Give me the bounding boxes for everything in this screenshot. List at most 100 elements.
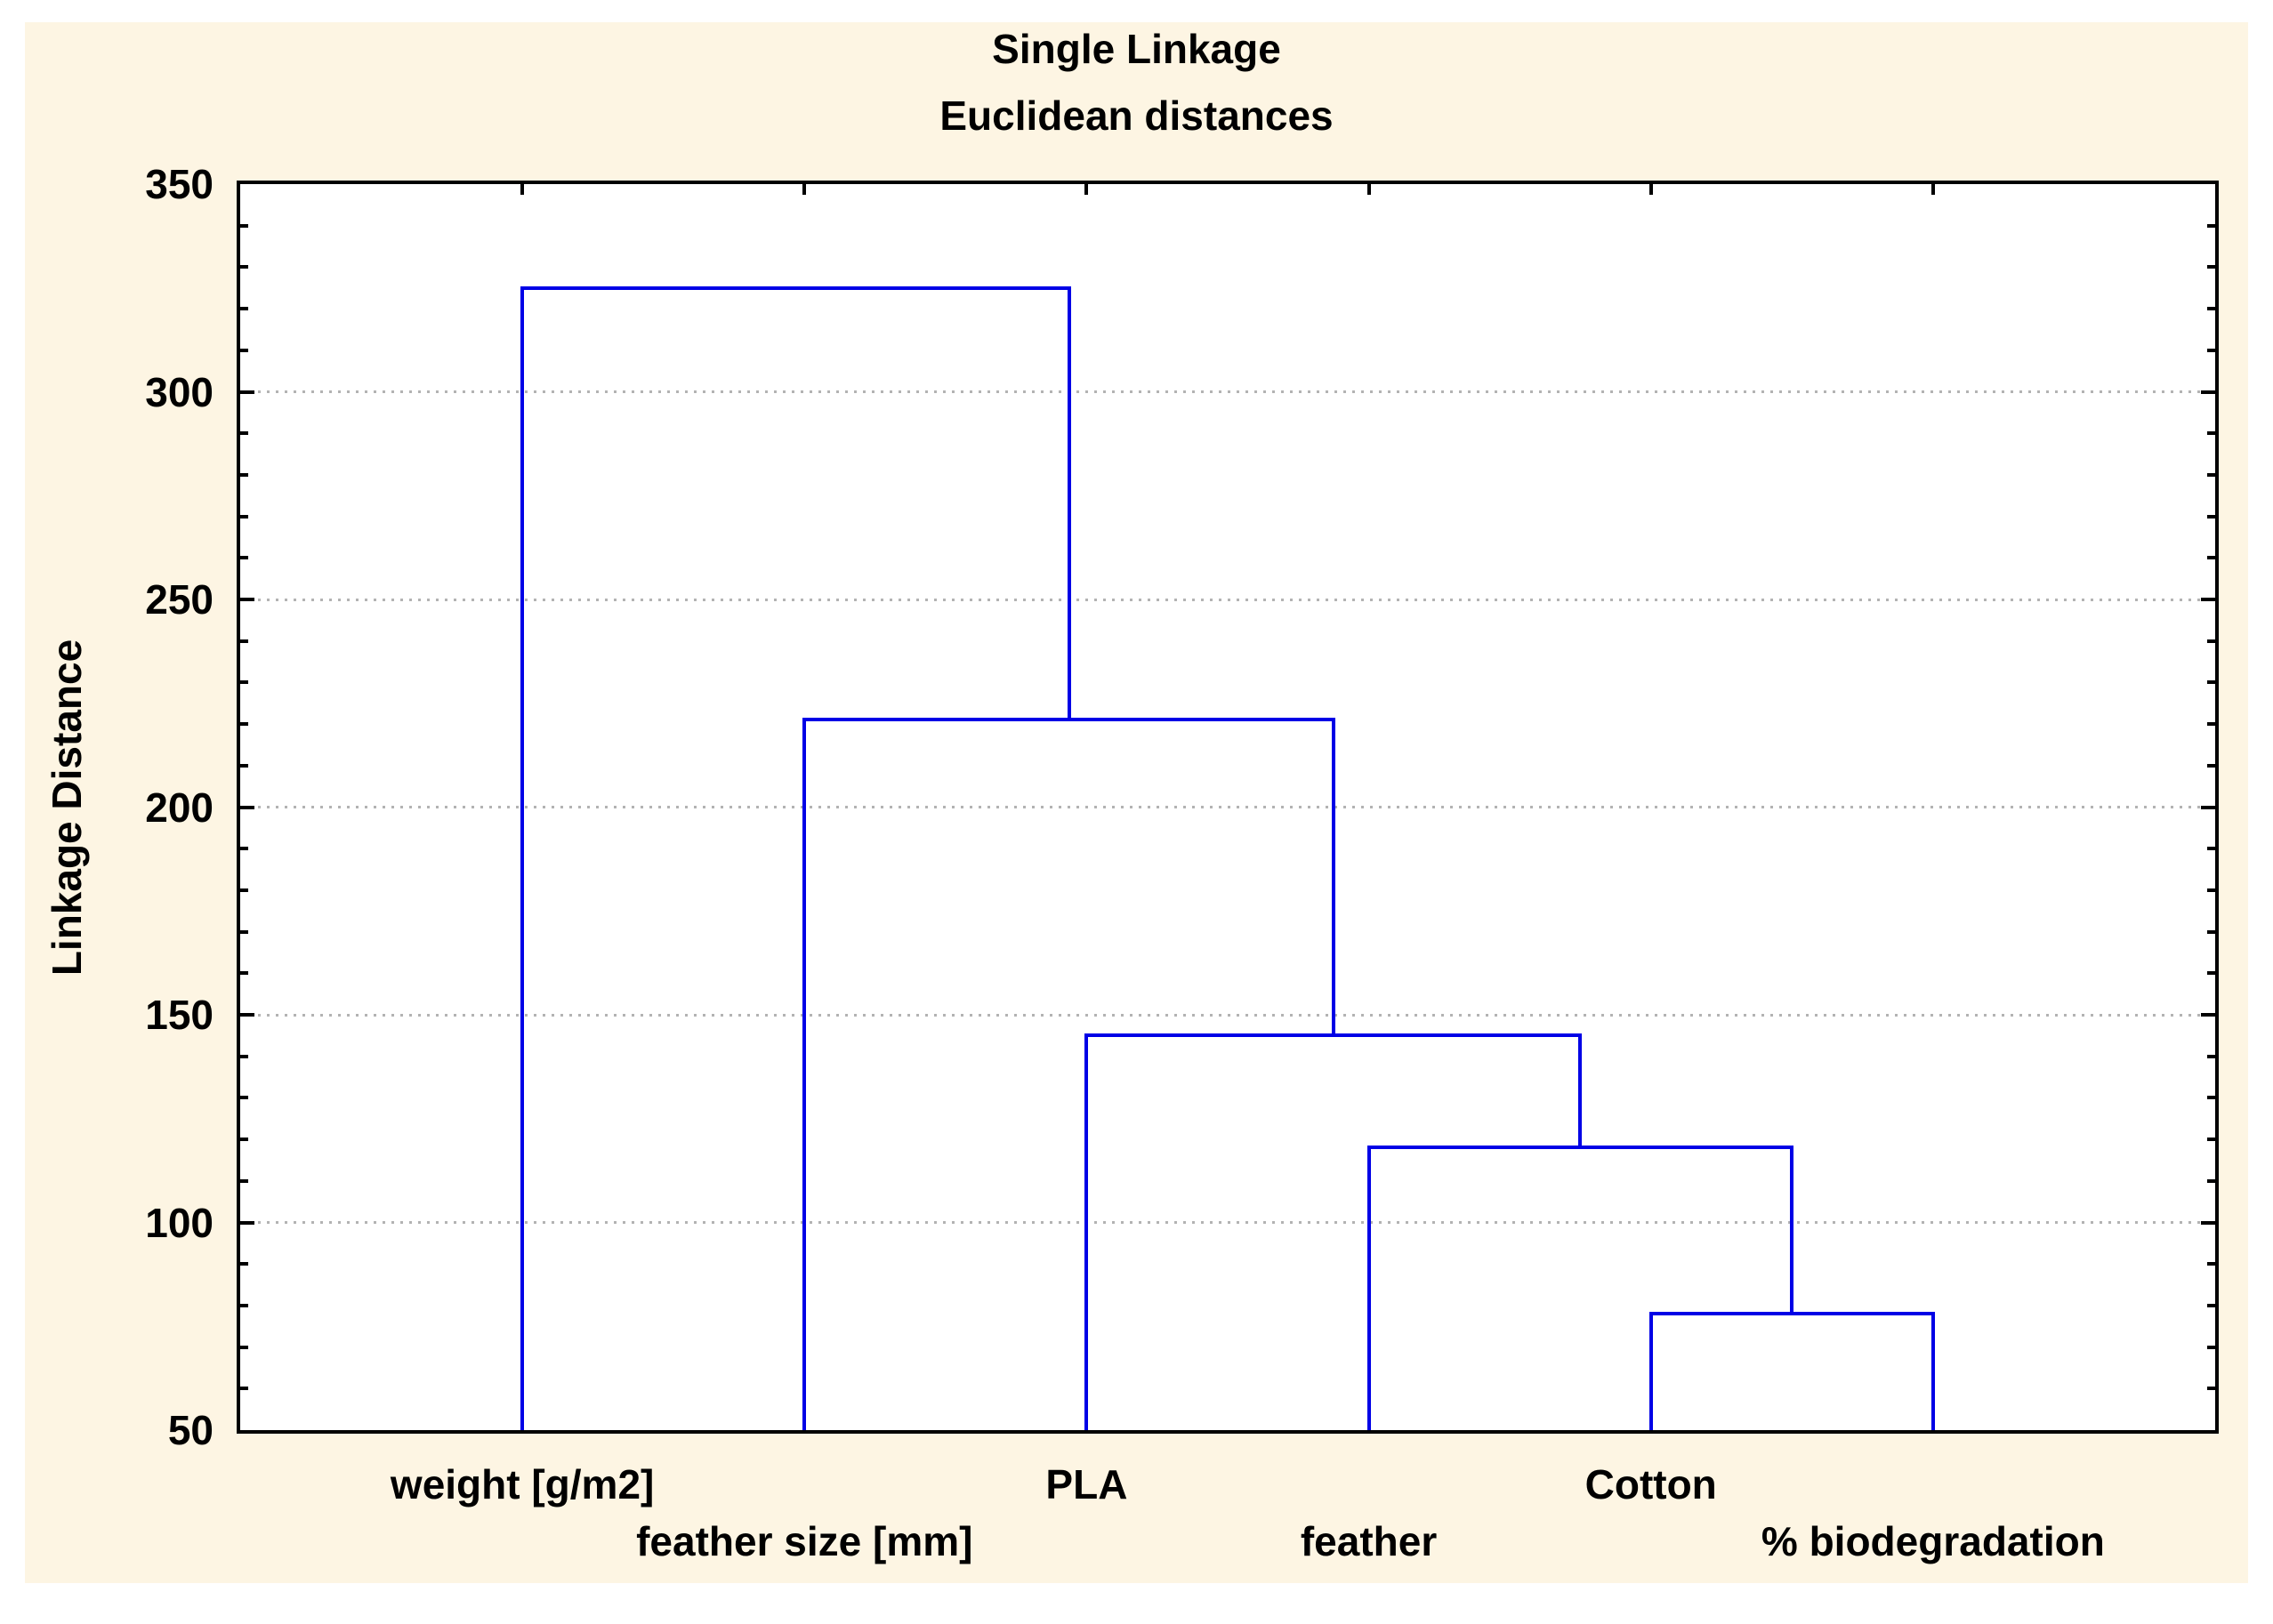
dendrogram-segment xyxy=(1648,1314,1653,1430)
y-tick-left xyxy=(240,472,248,477)
y-tick-right xyxy=(2207,763,2215,768)
y-tick-left xyxy=(240,929,248,934)
y-gridline xyxy=(240,598,2215,601)
x-tick-top xyxy=(1366,184,1371,195)
y-tick-label: 250 xyxy=(145,576,214,623)
y-tick-left xyxy=(240,1138,248,1142)
y-tick-label: 100 xyxy=(145,1199,214,1246)
dendrogram-segment xyxy=(1366,1147,1371,1430)
y-tick-right xyxy=(2207,722,2215,727)
y-tick-right xyxy=(2207,847,2215,851)
y-tick-left xyxy=(240,722,248,727)
y-tick-left xyxy=(240,847,248,851)
x-tick-top xyxy=(1084,184,1089,195)
y-tick-right xyxy=(2201,805,2215,809)
y-tick-right xyxy=(2207,472,2215,477)
dendrogram-segment xyxy=(1331,720,1335,1036)
y-tick-right xyxy=(2201,598,2215,601)
dendrogram-segment xyxy=(1578,1035,1583,1148)
y-tick-label: 50 xyxy=(167,1407,214,1453)
y-tick-left xyxy=(240,514,248,519)
y-tick-left xyxy=(240,680,248,685)
title-block: Single Linkage Euclidean distances xyxy=(0,16,2273,149)
y-tick-right xyxy=(2207,680,2215,685)
y-tick-left xyxy=(240,639,248,643)
y-tick-label: 300 xyxy=(145,368,214,415)
y-tick-left xyxy=(240,390,254,394)
y-tick-right xyxy=(2207,265,2215,269)
dendrogram-segment xyxy=(1648,1312,1935,1316)
dendrogram-segment xyxy=(802,718,1335,722)
x-tick-top xyxy=(802,184,807,195)
y-tick-right xyxy=(2207,1303,2215,1307)
y-tick-right xyxy=(2207,1054,2215,1058)
y-tick-right xyxy=(2207,1138,2215,1142)
y-tick-right xyxy=(2207,348,2215,352)
y-tick-right xyxy=(2207,223,2215,228)
x-category-label: weight [g/m2] xyxy=(390,1461,655,1507)
x-category-label: feather xyxy=(1300,1518,1438,1564)
y-tick-left xyxy=(240,1096,248,1100)
y-tick-right xyxy=(2207,1387,2215,1391)
dendrogram-segment xyxy=(1067,287,1071,720)
y-tick-left xyxy=(240,763,248,768)
y-tick-left xyxy=(240,971,248,976)
y-gridline xyxy=(240,390,2215,393)
chart-subtitle: Euclidean distances xyxy=(939,92,1334,139)
y-tick-left xyxy=(240,556,248,560)
dendrogram-segment xyxy=(520,287,525,1430)
x-tick-top xyxy=(520,184,525,195)
dendrogram-segment xyxy=(1930,1314,1935,1430)
x-category-label: % biodegradation xyxy=(1761,1518,2105,1564)
y-tick-left xyxy=(240,1013,254,1017)
dendrogram-segment xyxy=(520,285,1071,290)
plot-inner xyxy=(240,184,2215,1430)
y-tick-right xyxy=(2201,390,2215,394)
y-tick-left xyxy=(240,1387,248,1391)
y-tick-right xyxy=(2201,1220,2215,1225)
y-tick-left xyxy=(240,598,254,601)
x-category-label: PLA xyxy=(1045,1461,1128,1507)
y-tick-right xyxy=(2207,556,2215,560)
dendrogram-segment xyxy=(802,720,807,1430)
y-tick-right xyxy=(2207,971,2215,976)
x-category-label: feather size [mm] xyxy=(636,1518,973,1564)
plot-area xyxy=(237,181,2219,1434)
y-tick-right xyxy=(2207,1096,2215,1100)
y-tick-left xyxy=(240,307,248,311)
y-tick-right xyxy=(2207,929,2215,934)
y-tick-left xyxy=(240,888,248,892)
dendrogram-segment xyxy=(1366,1146,1794,1150)
dendrogram-segment xyxy=(1084,1033,1583,1038)
y-tick-left xyxy=(240,223,248,228)
y-tick-right xyxy=(2207,888,2215,892)
y-tick-right xyxy=(2207,1262,2215,1266)
dendrogram-segment xyxy=(1084,1035,1089,1430)
y-tick-label: 150 xyxy=(145,992,214,1038)
y-tick-label: 350 xyxy=(145,161,214,207)
y-tick-left xyxy=(240,265,248,269)
y-tick-left xyxy=(240,431,248,436)
y-tick-right xyxy=(2201,1013,2215,1017)
y-tick-right xyxy=(2207,514,2215,519)
y-tick-right xyxy=(2207,431,2215,436)
x-category-label: Cotton xyxy=(1584,1461,1717,1507)
dendrogram-segment xyxy=(1790,1147,1794,1314)
y-tick-right xyxy=(2207,1345,2215,1349)
y-tick-left xyxy=(240,1178,248,1183)
y-tick-left xyxy=(240,1054,248,1058)
y-gridline xyxy=(240,806,2215,808)
y-tick-left xyxy=(240,348,248,352)
y-tick-right xyxy=(2207,639,2215,643)
y-tick-left xyxy=(240,805,254,809)
y-tick-left xyxy=(240,1262,248,1266)
y-tick-right xyxy=(2207,307,2215,311)
x-tick-top xyxy=(1930,184,1935,195)
chart-title: Single Linkage xyxy=(992,26,1281,72)
y-tick-left xyxy=(240,1345,248,1349)
y-tick-label: 200 xyxy=(145,784,214,831)
y-tick-left xyxy=(240,1303,248,1307)
y-tick-right xyxy=(2207,1178,2215,1183)
y-tick-left xyxy=(240,1220,254,1225)
